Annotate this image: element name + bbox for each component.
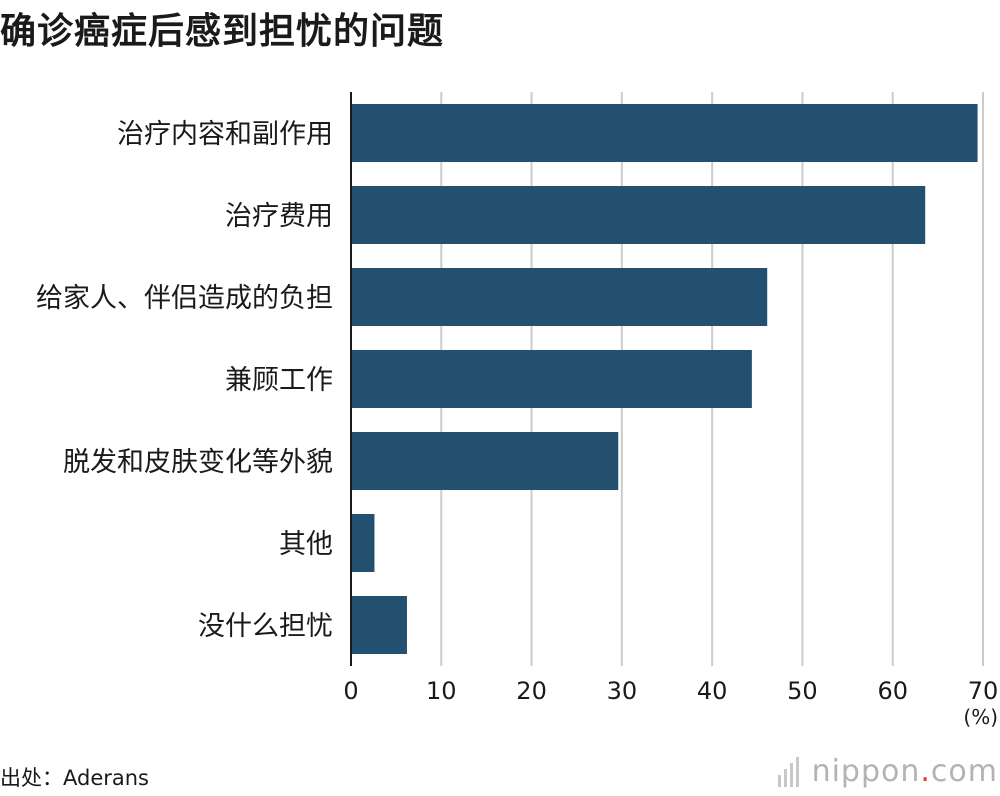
category-label: 脱发和皮肤变化等外貌	[63, 447, 333, 478]
nippon-logo: nippon.com	[777, 754, 998, 789]
category-label: 其他	[279, 529, 333, 560]
bar	[351, 268, 768, 326]
bar	[351, 104, 978, 162]
bar	[351, 432, 619, 490]
chart-title: 确诊癌症后感到担忧的问题	[0, 11, 445, 52]
category-label: 治疗费用	[225, 201, 333, 232]
source-note: 出处：Aderans	[0, 766, 149, 790]
category-label: 给家人、伴侣造成的负担	[36, 283, 333, 314]
logo-bars-icon	[777, 756, 802, 787]
bar-chart: 治疗内容和副作用治疗费用给家人、伴侣造成的负担兼顾工作脱发和皮肤变化等外貌其他没…	[36, 92, 998, 729]
x-tick-label: 0	[343, 677, 358, 705]
x-tick-label: 20	[516, 677, 547, 705]
logo-name: nippon	[811, 754, 921, 789]
bar	[351, 350, 752, 408]
category-label: 没什么担忧	[198, 611, 333, 642]
x-tick-label: 10	[426, 677, 457, 705]
x-tick-label: 30	[607, 677, 638, 705]
x-tick-label: 50	[787, 677, 818, 705]
logo-dot: .	[920, 754, 931, 789]
bar	[351, 186, 926, 244]
x-tick-label: 70	[968, 677, 999, 705]
x-unit-label: (%)	[963, 705, 998, 729]
logo-suffix: com	[930, 754, 998, 789]
category-labels: 治疗内容和副作用治疗费用给家人、伴侣造成的负担兼顾工作脱发和皮肤变化等外貌其他没…	[36, 119, 333, 642]
x-tick-labels: 0 10 20 30 40 50 60 70	[343, 677, 998, 705]
category-label: 治疗内容和副作用	[117, 119, 333, 150]
category-label: 兼顾工作	[225, 365, 333, 396]
bar	[351, 514, 375, 572]
logo-text: nippon.com	[812, 754, 998, 789]
x-tick-label: 60	[877, 677, 908, 705]
bars	[351, 104, 978, 654]
bar	[351, 596, 407, 654]
x-tick-label: 40	[697, 677, 728, 705]
